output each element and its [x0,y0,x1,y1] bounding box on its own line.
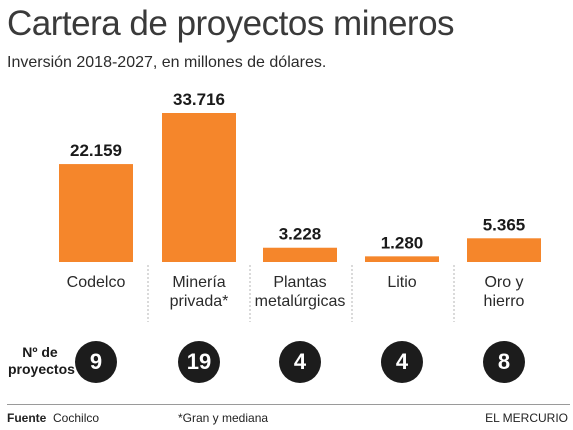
category-label-4-1: hierro [484,293,525,310]
footer-source-value: Cochilco [53,411,100,425]
category-label-4-0: Oro y [484,274,523,291]
category-label-2-1: metalúrgicas [255,293,346,310]
project-count-3: 4 [381,341,423,383]
category-label-3-0: Litio [387,274,416,291]
bar-0 [59,164,133,262]
category-label-0-0: Codelco [67,274,126,291]
project-count-2: 4 [279,341,321,383]
footer-source: Fuente Cochilco [7,411,99,425]
category-label-1-1: privada* [170,293,229,310]
chart-title: Cartera de proyectos mineros [7,4,455,43]
project-count-label-line1: Nº de [22,344,58,360]
value-label-0: 22.159 [70,141,122,160]
bar-3 [365,256,439,262]
bar-2 [263,247,337,262]
value-label-4: 5.365 [483,215,526,234]
footer-note: *Gran y mediana [178,411,269,425]
value-label-3: 1.280 [381,233,424,252]
footer-source-label: Fuente [7,411,47,425]
project-count-1: 19 [178,341,220,383]
value-label-2: 3.228 [279,225,322,244]
footer-divider [7,404,570,405]
value-label-1: 33.716 [173,90,225,109]
bar-4 [467,238,541,262]
project-count-4: 8 [483,341,525,383]
category-label-2-0: Plantas [273,274,326,291]
bar-1 [162,113,236,262]
project-count-label-line2: proyectos [8,361,75,377]
footer-brand: EL MERCURIO [485,411,568,425]
category-label-1-0: Minería [172,274,225,291]
bar-chart: 22.159 Codelco 33.716 Minería privada* 3.228 P… [59,90,541,322]
chart-subtitle: Inversión 2018-2027, en millones de dóla… [7,54,327,71]
project-count-label: Nº de proyectos [8,344,75,378]
project-count-0: 9 [75,341,117,383]
